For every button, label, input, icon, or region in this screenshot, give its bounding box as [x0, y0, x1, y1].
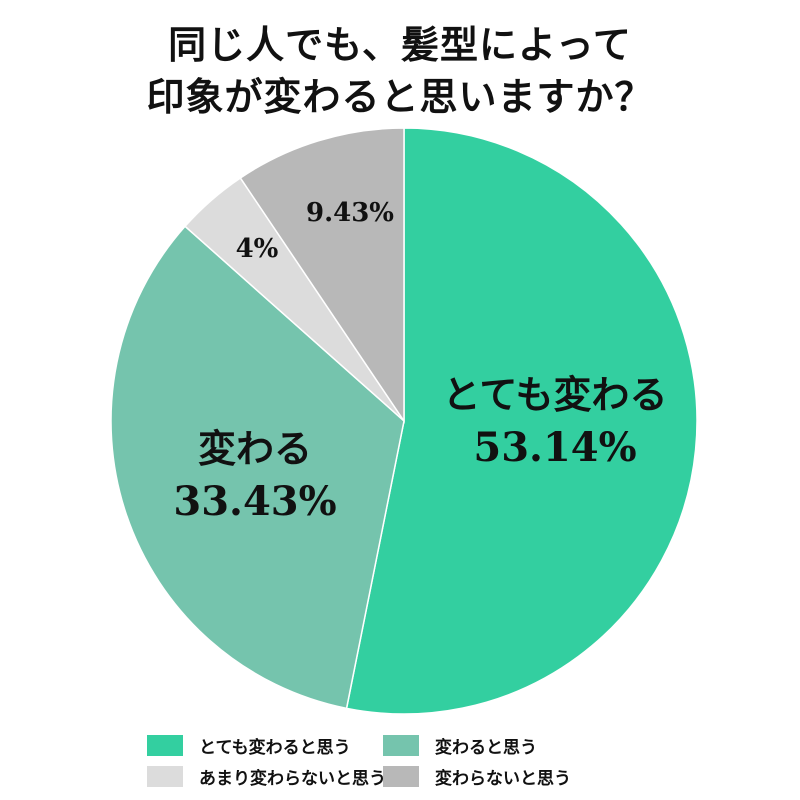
legend-swatch	[147, 735, 183, 756]
legend-item-totemo-kawaru: とても変わると思う	[147, 733, 351, 758]
slice-label-totemo-kawaru: とても変わる 53.14%	[442, 372, 668, 471]
slice-label-amari-kawaranai: 4%	[235, 234, 279, 264]
chart-title-line-1: 同じ人でも、髪型によって	[168, 22, 632, 67]
legend-item-kawaranai: 変わらないと思う	[383, 764, 571, 789]
pie-slice-totemo-kawaru	[345, 127, 698, 715]
slice-label-kawaranai: 9.43%	[305, 198, 395, 228]
legend-swatch	[383, 735, 419, 756]
legend-item-kawaru: 変わると思う	[383, 733, 537, 758]
pie-slice-kawaru	[110, 225, 405, 710]
chart-title-line-2: 印象が変わると思いますか？	[146, 74, 654, 119]
legend-swatch	[383, 766, 419, 787]
legend-item-amari-kawaranai: あまり変わらないと思う	[147, 764, 386, 789]
pie-slice-kawaranai	[239, 127, 405, 424]
legend-swatch	[147, 766, 183, 787]
slice-label-kawaru: 変わる 33.43%	[173, 426, 337, 525]
